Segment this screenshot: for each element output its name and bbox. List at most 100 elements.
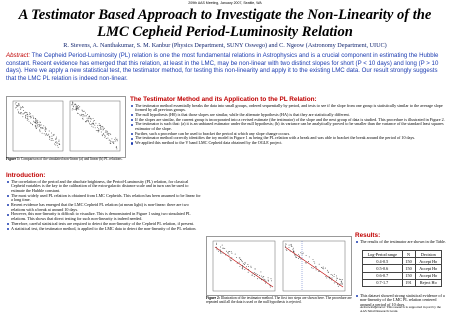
scatter-dot: [270, 278, 272, 280]
scatter-dot: [101, 125, 103, 127]
table-cell: Accept Ho: [414, 264, 443, 273]
scatter-dot: [284, 245, 286, 247]
scatter-dot: [49, 138, 51, 140]
scatter-dot: [77, 107, 78, 109]
scatter-dot: [14, 107, 16, 109]
scatter-dot: [78, 107, 80, 109]
scatter-dot: [89, 124, 91, 126]
table-cell: 0.5-0.6: [362, 264, 403, 273]
caption-text: Comparison of the simulated non-linear (…: [20, 157, 123, 161]
scatter-dot: [117, 140, 119, 142]
scatter-dot: [72, 103, 74, 105]
scatter-dot: [241, 267, 243, 269]
bullet-list: The correlation of the period and the ab…: [6, 179, 202, 232]
scatter-dot: [295, 255, 297, 257]
scatter-dot: [52, 138, 53, 140]
scatter-dot: [312, 267, 314, 269]
scatter-dot: [45, 128, 47, 130]
scatter-dot: [340, 279, 342, 280]
scatter-dot: [25, 115, 27, 116]
scatter-dot: [250, 266, 252, 268]
scatter-dot: [264, 279, 266, 281]
scatter-dot: [341, 283, 343, 285]
scatter-dot: [18, 104, 20, 106]
scatter-dot: [296, 256, 298, 258]
scatter-dot: [112, 141, 114, 143]
scatter-dot: [244, 262, 246, 264]
scatter-dot: [271, 280, 272, 282]
scatter-dot: [105, 138, 107, 139]
scatter-dot: [333, 276, 335, 278]
scatter-dot: [102, 126, 104, 128]
bullet: Therefore, careful statistical tests are…: [7, 221, 202, 227]
scatter-dot: [228, 254, 230, 256]
scatter-dot: [333, 282, 335, 284]
scatter-dot: [260, 275, 262, 277]
table-cell: 191: [401, 278, 416, 287]
scatter-dot: [100, 126, 102, 128]
results-section: Results: The results of the testimator a…: [355, 232, 447, 244]
scatter-dot: [36, 122, 38, 124]
table-cell: Accept Ho: [414, 257, 443, 266]
scatter-dot: [16, 104, 18, 106]
scatter-dot: [109, 140, 111, 142]
scatter-dot: [48, 135, 50, 137]
scatter-dot: [225, 250, 227, 252]
scatter-dot: [94, 127, 96, 129]
scatter-dot: [98, 130, 99, 131]
scatter-dot: [315, 269, 317, 271]
scatter-dot: [94, 124, 96, 126]
scatter-dot: [325, 276, 327, 277]
scatter-dot: [246, 266, 248, 268]
scatter-dot: [297, 253, 299, 255]
scatter-dot: [236, 262, 238, 264]
scatter-dot: [257, 278, 259, 280]
scatter-dot: [27, 115, 29, 117]
scatter-dot: [44, 134, 46, 136]
scatter-dot: [260, 271, 262, 273]
introduction-section: Introduction: The correlation of the per…: [6, 172, 202, 231]
scatter-dot: [26, 118, 28, 119]
scatter-dot: [240, 259, 242, 260]
header-cell: Decision: [414, 249, 443, 259]
scatter-dot: [102, 129, 104, 131]
scatter-dot: [33, 121, 35, 123]
scatter-dot: [34, 118, 36, 119]
scatter-dot: [318, 270, 320, 272]
scatter-dot: [72, 105, 74, 107]
scatter-dot: [55, 138, 57, 140]
scatter-dot: [327, 271, 329, 273]
fit-line: [214, 246, 274, 288]
scatter-dot: [104, 135, 106, 137]
scatter-dot: [255, 274, 257, 276]
scatter-dot: [26, 119, 28, 121]
figure-2-caption: Figure 2: Illustration of the testimator…: [206, 296, 352, 304]
scatter-dot: [313, 260, 315, 262]
scatter-dot: [77, 105, 79, 106]
scatter-dot: [71, 104, 73, 105]
scatter-dot: [222, 247, 224, 249]
scatter-dot: [87, 114, 89, 116]
scatter-dot: [247, 264, 249, 265]
scatter-dot: [36, 121, 38, 123]
scatter-dot: [75, 105, 77, 107]
scatter-dot: [323, 268, 325, 270]
scatter-dot: [241, 261, 243, 263]
scatter-dot: [108, 139, 110, 141]
scatter-dot: [109, 133, 111, 135]
scatter-dot: [92, 120, 94, 122]
scatter-dot: [20, 107, 22, 109]
scatter-dot: [300, 252, 302, 254]
bullet: Further, such a procedure can be used to…: [131, 131, 446, 137]
scatter-dot: [50, 140, 52, 142]
bullet: The correlation of the period and the ab…: [7, 179, 202, 194]
scatter-dot: [337, 283, 339, 285]
scatter-dot: [247, 271, 249, 273]
scatter-dot: [230, 260, 232, 262]
ack-label: Acknowledgement:: [360, 305, 386, 309]
scatter-dot: [267, 277, 269, 279]
scatter-dot: [16, 105, 18, 107]
figure-1-caption: Figure 1: Comparison of the simulated no…: [6, 157, 124, 161]
scatter-dot: [102, 127, 104, 129]
scatter-dot: [80, 113, 82, 115]
